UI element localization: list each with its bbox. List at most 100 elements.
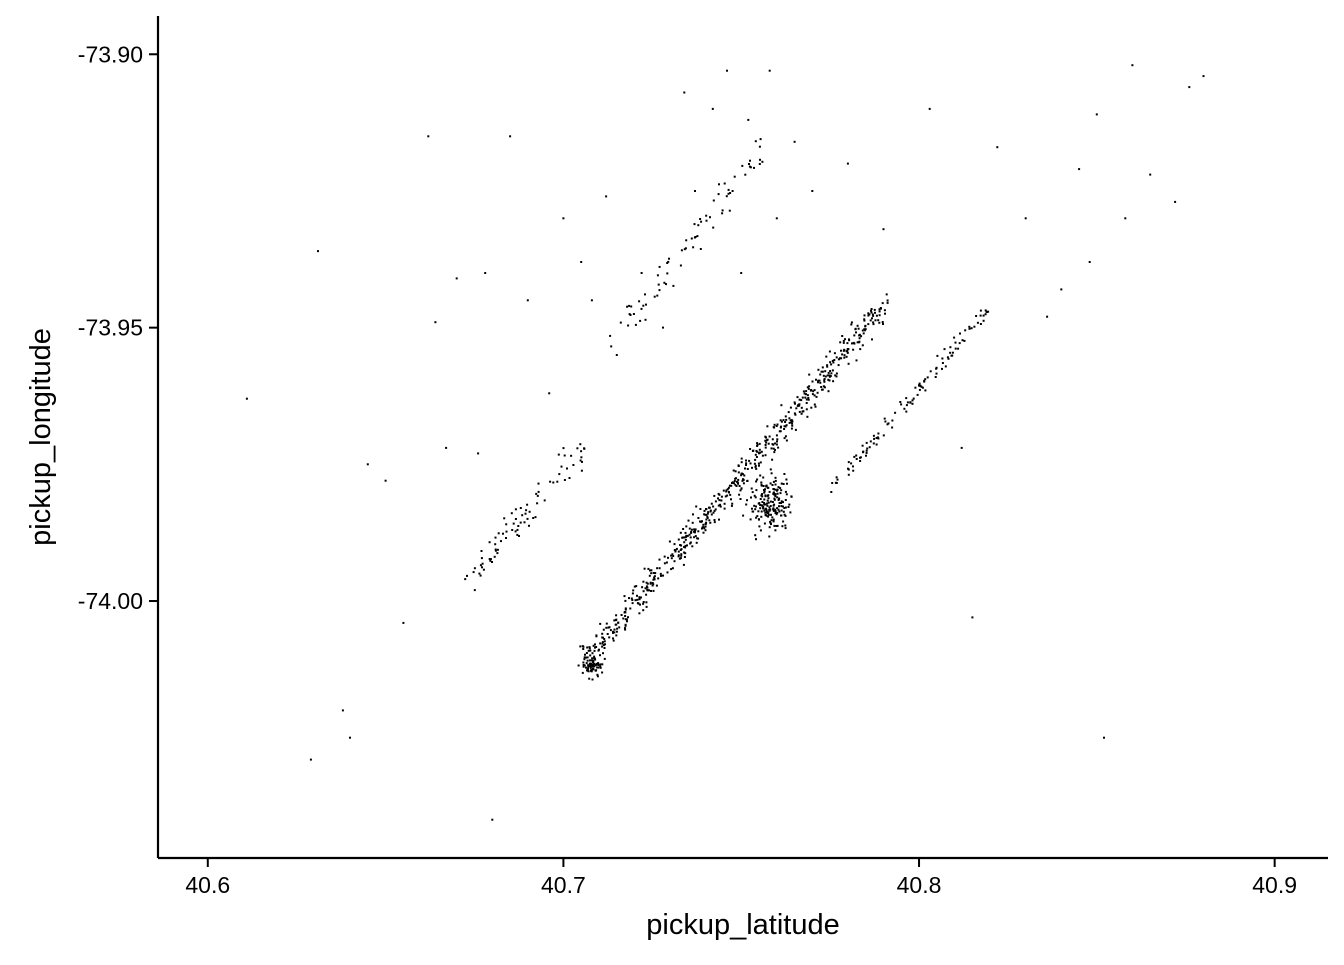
- data-point: [497, 532, 500, 535]
- data-point: [683, 91, 686, 94]
- data-point: [829, 375, 832, 377]
- data-point: [758, 452, 760, 455]
- data-point: [934, 376, 937, 378]
- data-point: [861, 329, 864, 332]
- data-point: [748, 163, 750, 165]
- data-point: [648, 574, 651, 577]
- data-point: [770, 519, 773, 522]
- data-point: [638, 612, 641, 615]
- data-point: [696, 235, 699, 238]
- data-point: [677, 554, 680, 557]
- data-point: [703, 509, 706, 512]
- data-point: [632, 589, 635, 592]
- data-point: [946, 356, 949, 359]
- data-point: [680, 548, 683, 551]
- data-point: [494, 548, 497, 551]
- data-point: [943, 348, 946, 351]
- data-point: [762, 485, 765, 487]
- data-point: [480, 557, 483, 560]
- data-point: [815, 378, 817, 381]
- data-point: [763, 498, 766, 501]
- data-point: [597, 649, 600, 652]
- data-point: [863, 328, 866, 331]
- data-point: [761, 493, 763, 496]
- data-point: [601, 645, 604, 648]
- data-point: [828, 374, 831, 377]
- data-point: [773, 451, 776, 454]
- data-point: [668, 257, 670, 260]
- data-point: [590, 299, 593, 302]
- data-point: [841, 335, 844, 337]
- data-point: [746, 479, 749, 482]
- data-point: [652, 578, 655, 581]
- data-point: [658, 289, 661, 292]
- data-point: [702, 523, 705, 526]
- data-point: [827, 371, 830, 374]
- data-point: [793, 412, 796, 415]
- data-point: [758, 502, 761, 505]
- data-point: [753, 504, 756, 507]
- data-point: [712, 226, 715, 229]
- data-point: [684, 546, 687, 549]
- data-point: [583, 658, 586, 661]
- data-point: [714, 508, 717, 511]
- data-point: [777, 446, 780, 449]
- x-tick-label: 40.6: [185, 872, 230, 898]
- data-point: [740, 487, 743, 490]
- data-point: [624, 618, 627, 621]
- data-point: [881, 321, 884, 323]
- data-point: [588, 662, 591, 665]
- data-point: [746, 468, 749, 470]
- data-point: [586, 668, 589, 671]
- data-point: [589, 662, 592, 665]
- data-point: [466, 574, 468, 577]
- data-point: [821, 388, 824, 391]
- data-point: [878, 321, 881, 324]
- data-point: [586, 656, 589, 659]
- data-point: [868, 446, 871, 449]
- data-point: [772, 509, 775, 512]
- data-point: [597, 662, 599, 665]
- data-point: [772, 504, 775, 507]
- data-point: [488, 541, 491, 544]
- data-point: [489, 559, 492, 562]
- data-point: [763, 503, 766, 506]
- data-point: [731, 482, 733, 484]
- data-point: [682, 528, 685, 530]
- data-point: [548, 392, 551, 395]
- data-point: [806, 386, 809, 389]
- data-point: [562, 217, 565, 220]
- data-point: [628, 304, 631, 307]
- data-point: [728, 209, 731, 212]
- data-point: [813, 403, 816, 406]
- data-point: [702, 531, 705, 534]
- data-point: [774, 448, 776, 451]
- data-point: [719, 503, 722, 506]
- data-point: [784, 425, 787, 428]
- data-point: [549, 480, 552, 483]
- data-point: [793, 401, 796, 404]
- data-point: [581, 460, 583, 463]
- data-point: [618, 626, 621, 629]
- data-point: [1124, 217, 1127, 220]
- data-point: [734, 470, 737, 473]
- data-point: [864, 325, 867, 328]
- data-point: [588, 647, 591, 650]
- data-point: [656, 274, 659, 277]
- data-point: [984, 309, 987, 312]
- data-point: [479, 574, 482, 577]
- data-point: [644, 293, 646, 296]
- data-point: [534, 516, 537, 519]
- data-point: [709, 521, 712, 524]
- data-point: [721, 209, 724, 212]
- data-point: [802, 390, 805, 393]
- data-point: [780, 502, 783, 504]
- data-point: [512, 522, 515, 525]
- data-point: [402, 621, 405, 624]
- data-point: [740, 272, 743, 274]
- data-point: [706, 516, 709, 519]
- data-point: [759, 451, 762, 454]
- data-point: [691, 545, 694, 548]
- data-point: [645, 303, 647, 306]
